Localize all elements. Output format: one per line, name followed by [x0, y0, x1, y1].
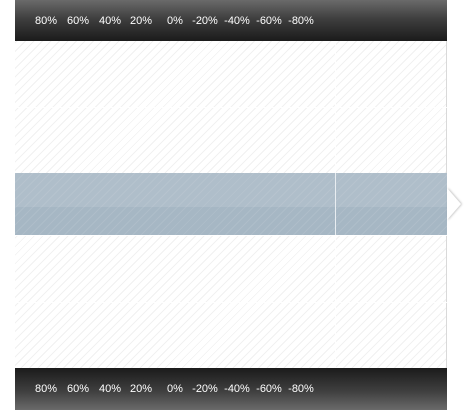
scale-header: 80% 60% 40% 20% 0% -20% -40% -60% -80%	[15, 0, 447, 41]
header-tick-minus-40: -40%	[224, 14, 250, 27]
header-tick-60: 60%	[66, 14, 90, 27]
plot-area	[15, 41, 447, 368]
row-divider	[15, 107, 447, 108]
header-tick-0: 0%	[167, 14, 183, 27]
footer-tick-minus-40: -40%	[224, 383, 250, 395]
footer-tick-minus-20: -20%	[192, 383, 218, 395]
band-highlight	[15, 173, 447, 207]
footer-tick-minus-80: -80%	[288, 383, 314, 395]
row-divider	[15, 302, 447, 303]
footer-tick-60: 60%	[66, 383, 90, 395]
percentage-scale-widget: 80% 60% 40% 20% 0% -20% -40% -60% -80% 8…	[15, 0, 461, 410]
selected-row-band[interactable]	[15, 173, 447, 235]
footer-tick-20: 20%	[129, 383, 153, 395]
footer-tick-minus-60: -60%	[256, 383, 282, 395]
pointer-arrow-icon	[447, 188, 461, 220]
header-tick-80: 80%	[34, 14, 58, 27]
footer-tick-80: 80%	[34, 383, 58, 395]
footer-tick-40: 40%	[98, 383, 122, 395]
row-divider	[15, 235, 447, 236]
header-tick-minus-20: -20%	[192, 14, 218, 27]
footer-tick-0: 0%	[167, 383, 183, 395]
header-tick-minus-80: -80%	[288, 14, 314, 27]
header-tick-20: 20%	[129, 14, 153, 27]
header-tick-40: 40%	[98, 14, 122, 27]
scale-footer: 80% 60% 40% 20% 0% -20% -40% -60% -80%	[15, 368, 447, 410]
band-divider	[335, 173, 336, 235]
header-tick-minus-60: -60%	[256, 14, 282, 27]
